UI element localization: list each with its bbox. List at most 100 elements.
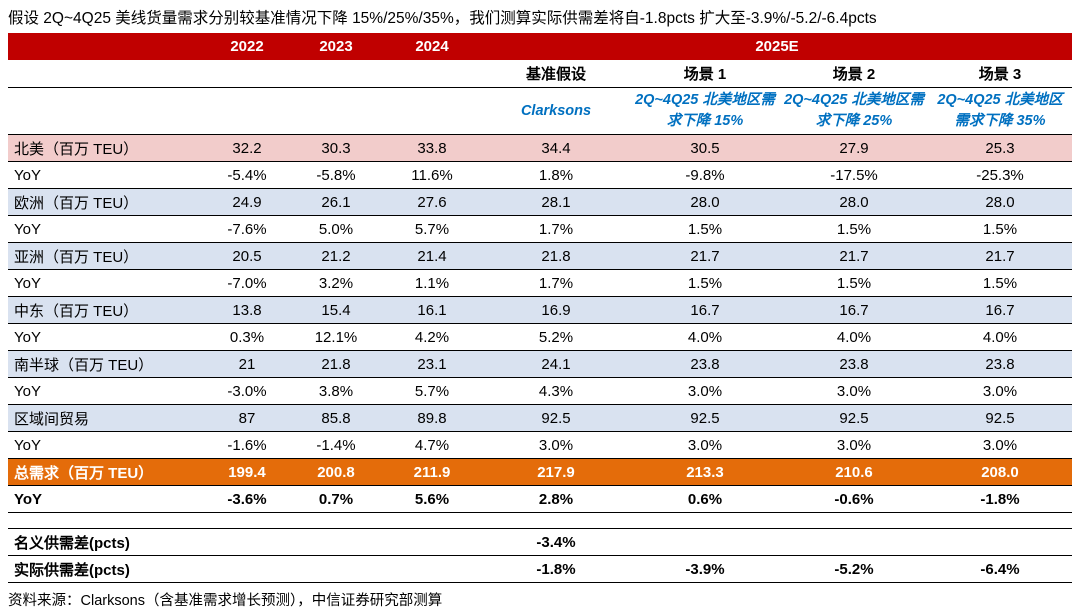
table-cell: -17.5%: [780, 161, 928, 189]
row-label: 实际供需差(pcts): [8, 555, 204, 583]
row-label: YoY: [8, 215, 204, 243]
table-cell: 3.0%: [928, 431, 1072, 459]
table-cell: 21.4: [382, 242, 482, 270]
table-cell: 85.8: [290, 404, 382, 432]
table-cell: -5.4%: [204, 161, 290, 189]
row-label: 总需求（百万 TEU）: [8, 458, 204, 486]
table-cell: 0.7%: [290, 485, 382, 513]
table-cell: 1.8%: [482, 161, 630, 189]
table-cell: 28.0: [928, 188, 1072, 216]
table-cell: 208.0: [928, 458, 1072, 486]
table-cell: 87: [204, 404, 290, 432]
table-cell: [928, 528, 1072, 556]
table-cell: 12.1%: [290, 323, 382, 351]
table-cell: 2.8%: [482, 485, 630, 513]
table-cell: -3.4%: [482, 528, 630, 556]
table-row: 中东（百万 TEU） 13.8 15.4 16.1 16.9 16.7 16.7 16.7: [8, 296, 1072, 324]
table-cell: 5.7%: [382, 215, 482, 243]
table-cell: -3.9%: [630, 555, 780, 583]
row-label: 区域间贸易: [8, 404, 204, 432]
scenario-name-row: 基准假设 场景 1 场景 2 场景 3: [8, 60, 1072, 88]
table-cell: 1.7%: [482, 215, 630, 243]
table-cell: 89.8: [382, 404, 482, 432]
table-cell: -7.6%: [204, 215, 290, 243]
table-cell: [780, 513, 928, 529]
table-cell: [290, 528, 382, 556]
table-cell: 23.8: [928, 350, 1072, 378]
empty-cell: [8, 87, 204, 135]
table-cell: 32.2: [204, 134, 290, 162]
table-cell: [482, 513, 630, 529]
table-cell: 3.0%: [928, 377, 1072, 405]
table-cell: 4.7%: [382, 431, 482, 459]
table-row: YoY -3.6% 0.7% 5.6% 2.8% 0.6% -0.6% -1.8%: [8, 485, 1072, 513]
table-row: YoY -7.6% 5.0% 5.7% 1.7% 1.5% 1.5% 1.5%: [8, 215, 1072, 243]
table-cell: 3.8%: [290, 377, 382, 405]
row-label: YoY: [8, 377, 204, 405]
table-cell: -5.2%: [780, 555, 928, 583]
table-cell: -0.6%: [780, 485, 928, 513]
table-cell: 1.5%: [780, 215, 928, 243]
table-cell: 26.1: [290, 188, 382, 216]
table-cell: -25.3%: [928, 161, 1072, 189]
table-row: 南半球（百万 TEU） 21 21.8 23.1 24.1 23.8 23.8 23.8: [8, 350, 1072, 378]
table-cell: [382, 513, 482, 529]
row-label: 北美（百万 TEU）: [8, 134, 204, 162]
table-cell: [382, 555, 482, 583]
table-cell: 92.5: [928, 404, 1072, 432]
year-header-2025e: 2025E: [482, 33, 1072, 60]
table-cell: 4.3%: [482, 377, 630, 405]
table-cell: [204, 555, 290, 583]
scenario-desc: Clarksons: [482, 87, 630, 135]
table-cell: [630, 513, 780, 529]
table-cell: -1.8%: [928, 485, 1072, 513]
table-cell: 24.1: [482, 350, 630, 378]
table-cell: 13.8: [204, 296, 290, 324]
table-cell: 4.2%: [382, 323, 482, 351]
scenario-header: 场景 3: [928, 60, 1072, 88]
table-cell: 16.9: [482, 296, 630, 324]
row-label: 南半球（百万 TEU）: [8, 350, 204, 378]
year-header-row: 2022 2023 2024 2025E: [8, 33, 1072, 60]
table-cell: [204, 528, 290, 556]
table-cell: 21.7: [928, 242, 1072, 270]
table-cell: 1.5%: [630, 215, 780, 243]
table-cell: -1.6%: [204, 431, 290, 459]
table-cell: [290, 513, 382, 529]
empty-cell: [290, 87, 382, 135]
row-label: YoY: [8, 323, 204, 351]
table-cell: -9.8%: [630, 161, 780, 189]
table-cell: 5.0%: [290, 215, 382, 243]
table-cell: -6.4%: [928, 555, 1072, 583]
scenario-header: 场景 2: [780, 60, 928, 88]
table-cell: 92.5: [630, 404, 780, 432]
table-cell: 27.9: [780, 134, 928, 162]
table-cell: 16.7: [780, 296, 928, 324]
table-title: 假设 2Q~4Q25 美线货量需求分别较基准情况下降 15%/25%/35%，我…: [8, 10, 877, 27]
table-cell: 5.6%: [382, 485, 482, 513]
corner-cell: [8, 33, 204, 60]
table-row: YoY -1.6% -1.4% 4.7% 3.0% 3.0% 3.0% 3.0%: [8, 431, 1072, 459]
row-label: 名义供需差(pcts): [8, 528, 204, 556]
table-cell: 3.0%: [780, 431, 928, 459]
year-header: 2022: [204, 33, 290, 60]
table-cell: 211.9: [382, 458, 482, 486]
table-cell: 1.7%: [482, 269, 630, 297]
table-cell: 0.6%: [630, 485, 780, 513]
table-row: YoY -3.0% 3.8% 5.7% 4.3% 3.0% 3.0% 3.0%: [8, 377, 1072, 405]
table-cell: 3.0%: [630, 377, 780, 405]
table-cell: 21.7: [630, 242, 780, 270]
table-cell: 5.7%: [382, 377, 482, 405]
table-cell: 213.3: [630, 458, 780, 486]
table-cell: 3.0%: [780, 377, 928, 405]
scenario-desc-row: Clarksons 2Q~4Q25 北美地区需求下降 15% 2Q~4Q25 北…: [8, 87, 1072, 135]
scenario-desc: 2Q~4Q25 北美地区需求下降 35%: [928, 87, 1072, 135]
row-label: YoY: [8, 485, 204, 513]
table-row: 亚洲（百万 TEU） 20.5 21.2 21.4 21.8 21.7 21.7 21.7: [8, 242, 1072, 270]
table-cell: 4.0%: [928, 323, 1072, 351]
scenario-header: 场景 1: [630, 60, 780, 88]
table-row: 区域间贸易 87 85.8 89.8 92.5 92.5 92.5 92.5: [8, 404, 1072, 432]
table-cell: 11.6%: [382, 161, 482, 189]
table-row: 总需求（百万 TEU） 199.4 200.8 211.9 217.9 213.3 210.…: [8, 458, 1072, 486]
table-cell: 0.3%: [204, 323, 290, 351]
